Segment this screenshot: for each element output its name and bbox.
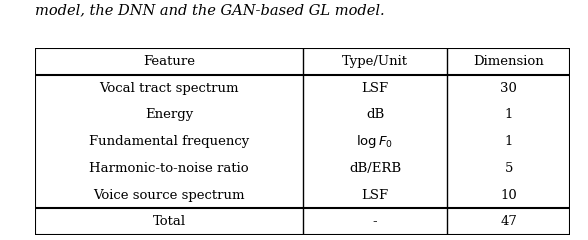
Text: Voice source spectrum: Voice source spectrum bbox=[93, 189, 245, 202]
Text: dB/ERB: dB/ERB bbox=[349, 162, 401, 175]
Text: Feature: Feature bbox=[143, 55, 195, 68]
Text: Fundamental frequency: Fundamental frequency bbox=[89, 135, 249, 148]
Text: -: - bbox=[373, 215, 377, 228]
Text: 47: 47 bbox=[500, 215, 517, 228]
Text: dB: dB bbox=[366, 108, 384, 121]
Text: 10: 10 bbox=[500, 189, 517, 202]
Text: model, the DNN and the GAN-based GL model.: model, the DNN and the GAN-based GL mode… bbox=[35, 4, 385, 18]
Text: LSF: LSF bbox=[362, 82, 389, 95]
Text: Harmonic-to-noise ratio: Harmonic-to-noise ratio bbox=[89, 162, 249, 175]
Text: 5: 5 bbox=[505, 162, 513, 175]
Text: Total: Total bbox=[152, 215, 186, 228]
Text: Type/Unit: Type/Unit bbox=[342, 55, 408, 68]
Text: Energy: Energy bbox=[145, 108, 193, 121]
Text: $\log F_0$: $\log F_0$ bbox=[356, 133, 394, 150]
Text: 1: 1 bbox=[505, 135, 513, 148]
Text: Dimension: Dimension bbox=[473, 55, 544, 68]
Text: Vocal tract spectrum: Vocal tract spectrum bbox=[99, 82, 239, 95]
Text: 1: 1 bbox=[505, 108, 513, 121]
Text: 30: 30 bbox=[500, 82, 517, 95]
Text: LSF: LSF bbox=[362, 189, 389, 202]
